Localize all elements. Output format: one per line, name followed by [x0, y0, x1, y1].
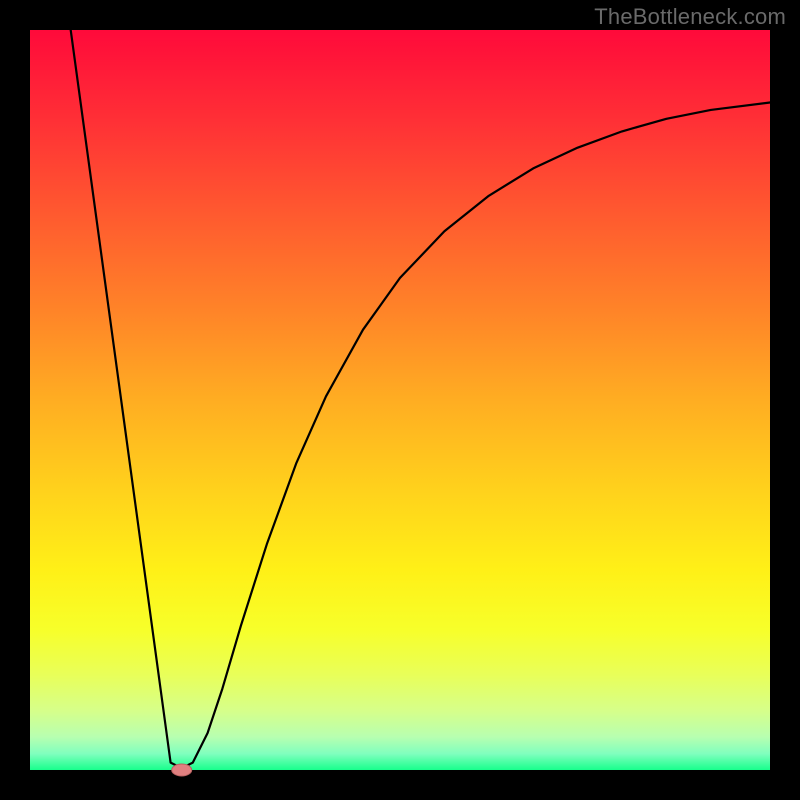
- optimal-point-marker: [172, 764, 192, 776]
- bottleneck-chart: [0, 0, 800, 800]
- plot-background-gradient: [30, 30, 770, 770]
- watermark-text: TheBottleneck.com: [594, 4, 786, 30]
- chart-container: { "watermark": { "text": "TheBottleneck.…: [0, 0, 800, 800]
